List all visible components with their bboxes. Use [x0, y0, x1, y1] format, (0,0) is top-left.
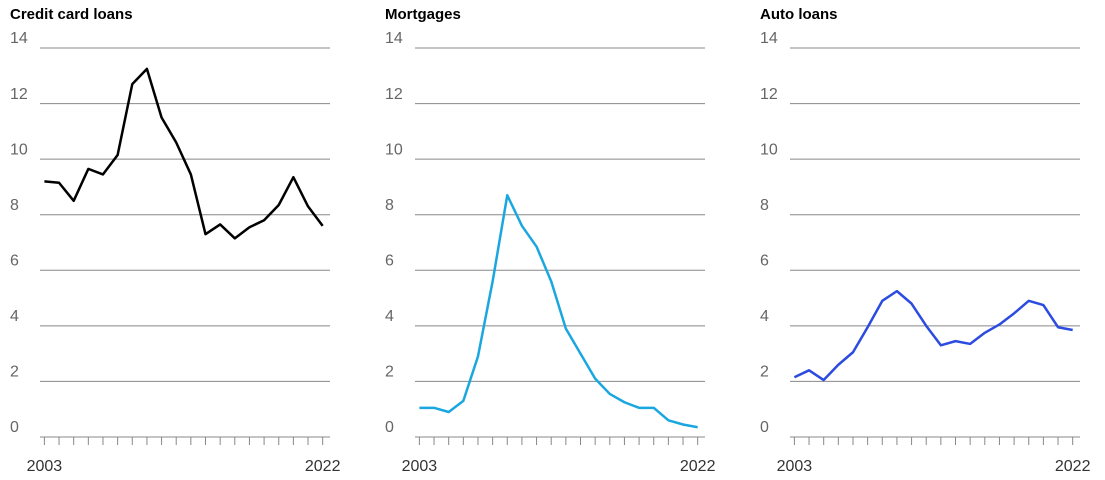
y-tick-label: 6 — [760, 253, 769, 270]
line — [44, 67, 324, 240]
y-tick-label: 12 — [385, 86, 403, 103]
x-tick-label: 2022 — [1055, 458, 1091, 475]
y-tick-label: 12 — [760, 86, 778, 103]
line — [419, 194, 698, 429]
chart-title: Credit card loans — [10, 6, 133, 23]
chart-title: Auto loans — [760, 6, 838, 23]
line — [793, 289, 1073, 382]
y-tick-label: 0 — [385, 419, 394, 436]
y-tick-label: 14 — [385, 30, 403, 47]
y-tick-label: 0 — [760, 419, 769, 436]
y-tick-label: 2 — [760, 364, 769, 381]
x-tick-label: 2022 — [680, 458, 716, 475]
x-tick-label: 2003 — [27, 458, 63, 475]
y-tick-label: 2 — [10, 364, 19, 381]
x-tick-label: 2003 — [777, 458, 813, 475]
y-tick-label: 4 — [385, 308, 394, 325]
y-tick-label: 12 — [10, 86, 28, 103]
y-tick-label: 10 — [760, 141, 778, 158]
y-tick-label: 14 — [10, 30, 28, 47]
y-tick-label: 0 — [10, 419, 19, 436]
x-tick-label: 2003 — [402, 458, 438, 475]
y-tick-label: 2 — [385, 364, 394, 381]
y-tick-label: 8 — [385, 197, 394, 214]
y-tick-label: 10 — [10, 141, 28, 158]
chart-title: Mortgages — [385, 6, 461, 23]
y-tick-label: 8 — [10, 197, 19, 214]
y-tick-label: 14 — [760, 30, 778, 47]
y-tick-label: 10 — [385, 141, 403, 158]
y-tick-label: 4 — [760, 308, 769, 325]
y-tick-label: 6 — [385, 253, 394, 270]
x-tick-label: 2022 — [305, 458, 341, 475]
y-tick-label: 6 — [10, 253, 19, 270]
y-tick-label: 8 — [760, 197, 769, 214]
y-tick-label: 4 — [10, 308, 19, 325]
